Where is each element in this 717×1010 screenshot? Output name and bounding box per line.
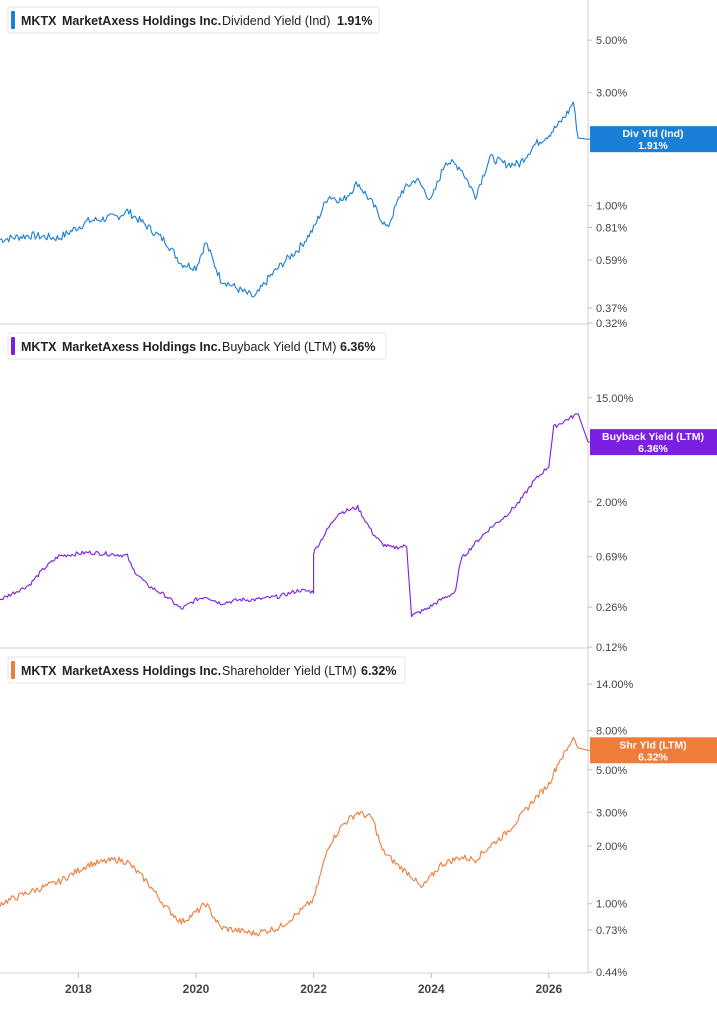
y-tick-label: 3.00%: [596, 88, 627, 100]
panel-header: MKTX MarketAxess Holdings Inc. Sharehold…: [7, 656, 406, 684]
last-value-label: 6.32%: [361, 664, 396, 678]
header-box: [7, 656, 406, 684]
panel-header: MKTX MarketAxess Holdings Inc. Dividend …: [7, 6, 380, 34]
ticker-label: MKTX: [21, 664, 57, 678]
y-tick-label: 0.12%: [596, 642, 627, 654]
y-tick-label: 8.00%: [596, 726, 627, 738]
tag-label: Buyback Yield (LTM): [602, 431, 704, 443]
tag-value: 1.91%: [638, 140, 668, 152]
y-tick-label: 5.00%: [596, 35, 627, 47]
y-tick-label: 14.00%: [596, 679, 634, 691]
tag-label: Div Yld (Ind): [622, 128, 683, 140]
company-label: MarketAxess Holdings Inc.: [62, 340, 221, 354]
company-label: MarketAxess Holdings Inc.: [62, 14, 221, 28]
panel-header: MKTX MarketAxess Holdings Inc. Buyback Y…: [7, 332, 387, 360]
y-tick-label: 0.73%: [596, 925, 627, 937]
x-tick-label: 2020: [183, 982, 210, 996]
y-tick-label: 2.00%: [596, 497, 627, 509]
last-value-tag: Buyback Yield (LTM)6.36%: [588, 429, 717, 456]
y-tick-label: 5.00%: [596, 765, 627, 777]
tag-box: [590, 126, 717, 153]
last-value-tags: Div Yld (Ind)1.91%Buyback Yield (LTM)6.3…: [588, 126, 717, 764]
tag-box: [590, 429, 717, 456]
company-label: MarketAxess Holdings Inc.: [62, 664, 221, 678]
x-tick-label: 2026: [535, 982, 562, 996]
y-tick-label: 0.37%: [596, 303, 627, 315]
y-tick-group: 5.00% 3.00% 1.00% 0.81% 0.59% 0.37% 0.32% 15.00…: [588, 35, 634, 979]
x-axis: 2018 2020 2022 2024 2026: [65, 973, 562, 996]
header-box: [7, 332, 387, 360]
y-tick-label: 0.44%: [596, 967, 627, 979]
tag-label: Shr Yld (LTM): [619, 739, 686, 751]
x-tick-label: 2018: [65, 982, 92, 996]
y-tick-label: 0.81%: [596, 222, 627, 234]
x-tick-label: 2024: [418, 982, 445, 996]
header-box: [7, 6, 380, 34]
tag-value: 6.32%: [638, 751, 668, 763]
y-tick-label: 3.00%: [596, 807, 627, 819]
metric-label: Dividend Yield (Ind): [222, 14, 330, 28]
y-tick-label: 0.69%: [596, 552, 627, 564]
series-color-marker: [11, 11, 15, 29]
y-tick-label: 0.59%: [596, 255, 627, 267]
y-tick-label: 1.00%: [596, 201, 627, 213]
last-value-label: 6.36%: [340, 340, 375, 354]
metric-label: Buyback Yield (LTM): [222, 340, 336, 354]
series-line: [0, 101, 589, 298]
last-value-tag: Div Yld (Ind)1.91%: [588, 126, 717, 153]
x-tick-label: 2022: [300, 982, 327, 996]
series-lines: [0, 101, 589, 937]
last-value-tag: Shr Yld (LTM)6.32%: [588, 737, 717, 764]
series-line: [0, 736, 589, 937]
y-tick-label: 0.32%: [596, 318, 627, 330]
series-line: [0, 413, 589, 618]
ticker-label: MKTX: [21, 340, 57, 354]
last-value-label: 1.91%: [337, 14, 372, 28]
series-color-marker: [11, 337, 15, 355]
metric-label: Shareholder Yield (LTM): [222, 664, 357, 678]
y-tick-label: 0.26%: [596, 602, 627, 614]
y-tick-label: 15.00%: [596, 393, 634, 405]
tag-box: [590, 737, 717, 764]
y-tick-label: 1.00%: [596, 899, 627, 911]
tag-value: 6.36%: [638, 443, 668, 455]
series-color-marker: [11, 661, 15, 679]
ticker-label: MKTX: [21, 14, 57, 28]
y-tick-label: 2.00%: [596, 841, 627, 853]
